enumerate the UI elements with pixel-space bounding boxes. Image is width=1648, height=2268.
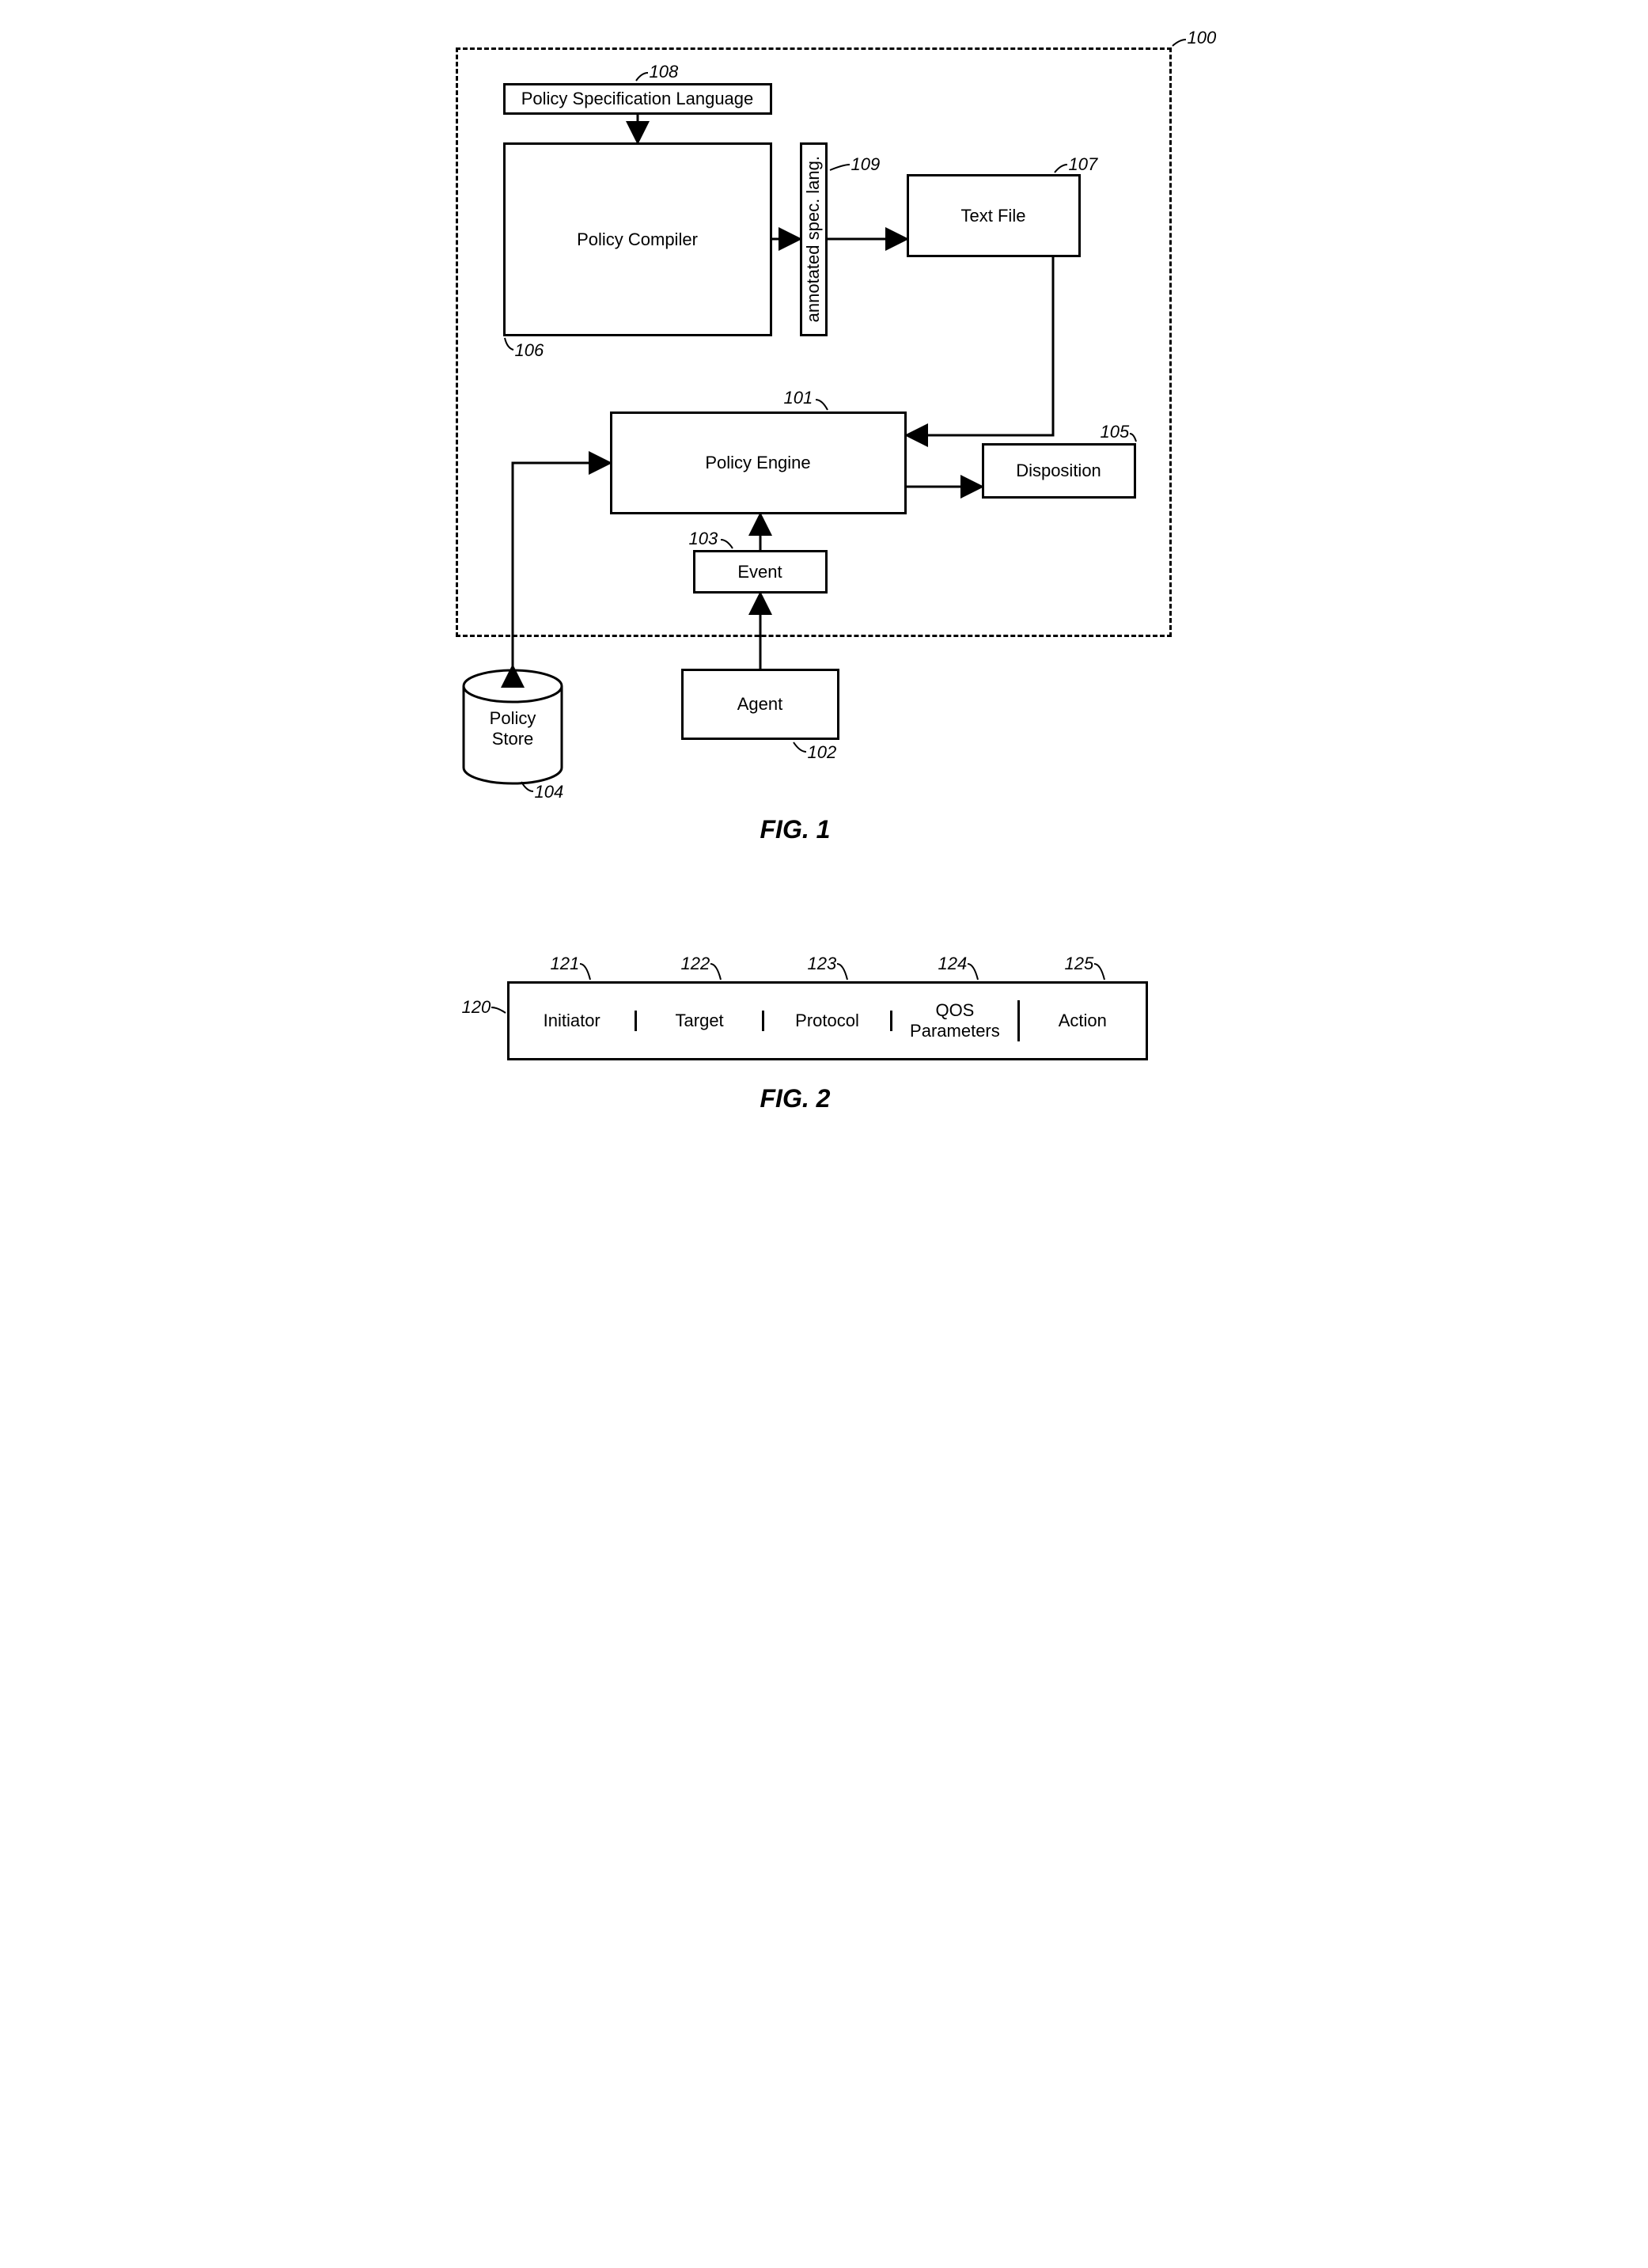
fig2-cell-action: Action [1020, 1011, 1145, 1031]
ref-101: 101 [784, 388, 813, 408]
fig2-cell-target: Target [637, 1011, 764, 1031]
fig1-title: FIG. 1 [760, 815, 831, 844]
ref-120: 120 [462, 997, 491, 1018]
policy-spec-language-box: Policy Specification Language [503, 83, 772, 115]
ref-103: 103 [689, 529, 718, 549]
agent-box: Agent [681, 669, 839, 740]
annotated-spec-lang-box: annotated spec. lang. [800, 142, 828, 336]
fig2-cell-protocol: Protocol [764, 1011, 892, 1031]
policy-store-line1: Policy [490, 708, 536, 728]
annotated-spec-lang-label: annotated spec. lang. [803, 156, 824, 322]
ref-122: 122 [681, 954, 710, 974]
policy-store-line2: Store [492, 729, 534, 749]
policy-store-text: Policy Store [460, 708, 566, 749]
fig2-row: Initiator Target Protocol QOS Parameters… [507, 981, 1148, 1060]
diagram-canvas: Policy Specification Language Policy Com… [412, 24, 1237, 1158]
ref-107: 107 [1069, 154, 1098, 175]
policy-engine-box: Policy Engine [610, 412, 907, 514]
ref-124: 124 [938, 954, 968, 974]
ref-109: 109 [851, 154, 881, 175]
ref-108: 108 [650, 62, 679, 82]
text-file-box: Text File [907, 174, 1081, 257]
fig2-cell-initiator: Initiator [509, 1011, 636, 1031]
text-file-label: Text File [961, 206, 1026, 226]
fig2-cell-qos: QOS Parameters [892, 1000, 1020, 1042]
disposition-box: Disposition [982, 443, 1136, 499]
ref-100: 100 [1188, 28, 1217, 48]
fig2-title: FIG. 2 [760, 1084, 831, 1113]
fig1-dashed-container [456, 47, 1172, 637]
policy-spec-language-label: Policy Specification Language [521, 89, 754, 109]
event-box: Event [693, 550, 828, 594]
disposition-label: Disposition [1016, 461, 1101, 481]
agent-label: Agent [737, 694, 783, 715]
ref-123: 123 [808, 954, 837, 974]
policy-compiler-box: Policy Compiler [503, 142, 772, 336]
ref-104: 104 [535, 782, 564, 802]
ref-121: 121 [551, 954, 580, 974]
ref-106: 106 [515, 340, 544, 361]
ref-105: 105 [1101, 422, 1130, 442]
event-label: Event [737, 562, 782, 582]
ref-102: 102 [808, 742, 837, 763]
ref-125: 125 [1065, 954, 1094, 974]
policy-engine-label: Policy Engine [705, 453, 810, 473]
policy-compiler-label: Policy Compiler [577, 229, 698, 250]
